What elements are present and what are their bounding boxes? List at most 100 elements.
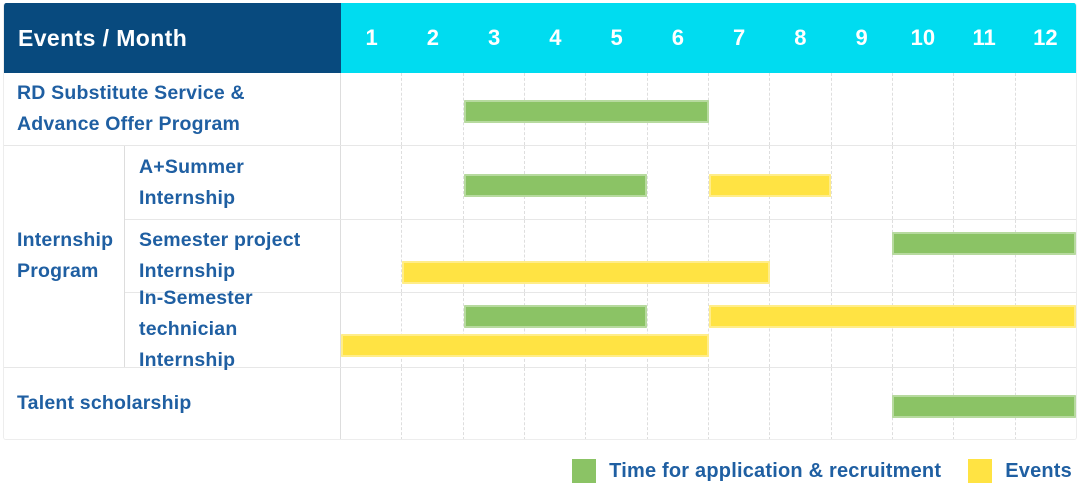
month-grid-cell	[830, 73, 892, 146]
month-header-11: 11	[972, 25, 996, 50]
month-grid-cell	[646, 293, 708, 367]
gantt-bar-yellow	[708, 173, 831, 197]
green-swatch-icon	[572, 459, 597, 483]
internship-subrows: A+Summer Internship Semester project Int…	[125, 146, 1076, 371]
month-grid-cell	[1014, 73, 1076, 146]
events-month-header: Events / Month	[4, 3, 341, 73]
month-grid-cell	[401, 293, 462, 367]
legend-label: Time for application & recruitment	[609, 459, 942, 482]
month-grid-cell	[891, 146, 953, 219]
month-header-2: 2	[426, 25, 439, 50]
month-grid-cell	[1014, 293, 1076, 367]
legend-item-application-recruitment: Time for application & recruitment	[572, 459, 941, 483]
month-grid-cell	[585, 367, 646, 439]
legend: Time for application & recruitment Event…	[572, 457, 1072, 485]
month-grid-cell	[707, 73, 769, 146]
chart-area-a-summer-internship	[341, 146, 1076, 219]
group-label-internship-program: Internship Program	[4, 146, 125, 367]
gantt-bar-green	[892, 231, 1076, 255]
month-header-8: 8	[794, 25, 807, 50]
table-row: A+Summer Internship	[125, 146, 1076, 220]
table-header-row: Events / Month 1 2 3 4 5 6 7 8 9 10 11 12	[4, 3, 1076, 73]
month-grid-cell	[341, 146, 401, 218]
month-grid-cell	[646, 146, 708, 219]
month-grid-cell	[707, 219, 769, 293]
gantt-bar-green	[892, 394, 1076, 418]
chart-area-in-semester-technician-internship	[341, 293, 1076, 367]
month-grid-cell	[523, 219, 585, 293]
month-grid-cell	[891, 73, 953, 146]
month-grid-cell	[462, 146, 524, 219]
month-grid-cell	[462, 73, 524, 146]
month-grid-cell	[953, 293, 1014, 367]
month-header-1: 1	[365, 25, 378, 50]
gantt-bar-yellow	[708, 305, 1076, 329]
month-header-3: 3	[488, 25, 501, 50]
month-grid-cell	[769, 73, 830, 146]
row-label-in-semester-technician-internship: In-Semester technician Internship	[125, 287, 341, 371]
month-grid-cell	[953, 73, 1014, 146]
month-grid-cell	[401, 73, 462, 146]
month-grid-cell	[891, 293, 953, 367]
month-grid-cell	[707, 146, 769, 219]
month-grid-cell	[830, 146, 892, 219]
month-grid-cell	[462, 293, 524, 367]
row-label-semester-project-internship: Semester project Internship	[125, 219, 341, 293]
chart-area-semester-project-internship	[341, 219, 1076, 293]
month-header-strip: 1 2 3 4 5 6 7 8 9 10 11 12	[341, 3, 1076, 73]
month-grid-cell	[830, 219, 892, 293]
chart-area-rd-substitute	[341, 73, 1076, 146]
month-header-9: 9	[855, 25, 868, 50]
yellow-swatch-icon	[968, 459, 993, 483]
month-header-6: 6	[671, 25, 684, 50]
month-grid-cell	[707, 293, 769, 367]
gantt-bar-yellow	[341, 334, 709, 358]
events-month-table: Events / Month 1 2 3 4 5 6 7 8 9 10 11 12 RD Substi…	[3, 3, 1077, 440]
row-label-rd-substitute: RD Substitute Service & Advance Offer Pr…	[4, 73, 341, 146]
month-grid-cell	[953, 219, 1014, 293]
month-grid-cell	[707, 367, 769, 439]
month-grid-cell	[830, 293, 892, 367]
month-header-4: 4	[549, 25, 562, 50]
month-header-12: 12	[1033, 25, 1058, 50]
month-grid-cell	[341, 368, 401, 439]
month-grid-cell	[646, 219, 708, 293]
legend-label: Events	[1005, 459, 1072, 482]
month-grid-cell	[1014, 219, 1076, 293]
month-grid-cell	[341, 220, 401, 292]
table-row: Semester project Internship	[125, 219, 1076, 294]
month-grid-cell	[1014, 146, 1076, 219]
internship-program-section: Internship Program A+Summer Internship S…	[4, 146, 1076, 371]
month-grid-cell	[585, 219, 646, 293]
legend-item-events: Events	[968, 459, 1072, 483]
gantt-bar-green	[463, 100, 709, 124]
month-grid-cell	[769, 367, 830, 439]
month-grid-cell	[769, 293, 830, 367]
month-grid-cell	[401, 367, 462, 439]
table-row: RD Substitute Service & Advance Offer Pr…	[4, 73, 1076, 147]
table-row: Talent scholarship	[4, 367, 1076, 439]
month-grid-cell	[769, 219, 830, 293]
month-header-7: 7	[733, 25, 746, 50]
month-grid-cell	[830, 367, 892, 439]
month-grid-cell	[462, 367, 524, 439]
gantt-bar-green	[463, 173, 648, 197]
row-label-talent-scholarship: Talent scholarship	[4, 367, 341, 439]
month-header-5: 5	[610, 25, 623, 50]
month-grid-cell	[523, 367, 585, 439]
month-grid-cell	[953, 146, 1014, 219]
gantt-bar-yellow	[402, 260, 770, 284]
month-grid-cell	[341, 73, 401, 145]
month-grid-cell	[401, 146, 462, 219]
table-row: In-Semester technician Internship	[125, 287, 1076, 371]
month-grid-cell	[401, 219, 462, 293]
row-label-a-summer-internship: A+Summer Internship	[125, 146, 341, 219]
month-grid-cell	[523, 293, 585, 367]
month-grid-cell	[462, 219, 524, 293]
month-grid-cell	[646, 367, 708, 439]
chart-area-talent-scholarship	[341, 367, 1076, 439]
month-grid-cell	[891, 219, 953, 293]
month-header-10: 10	[910, 25, 936, 50]
month-grid-cell	[585, 293, 646, 367]
